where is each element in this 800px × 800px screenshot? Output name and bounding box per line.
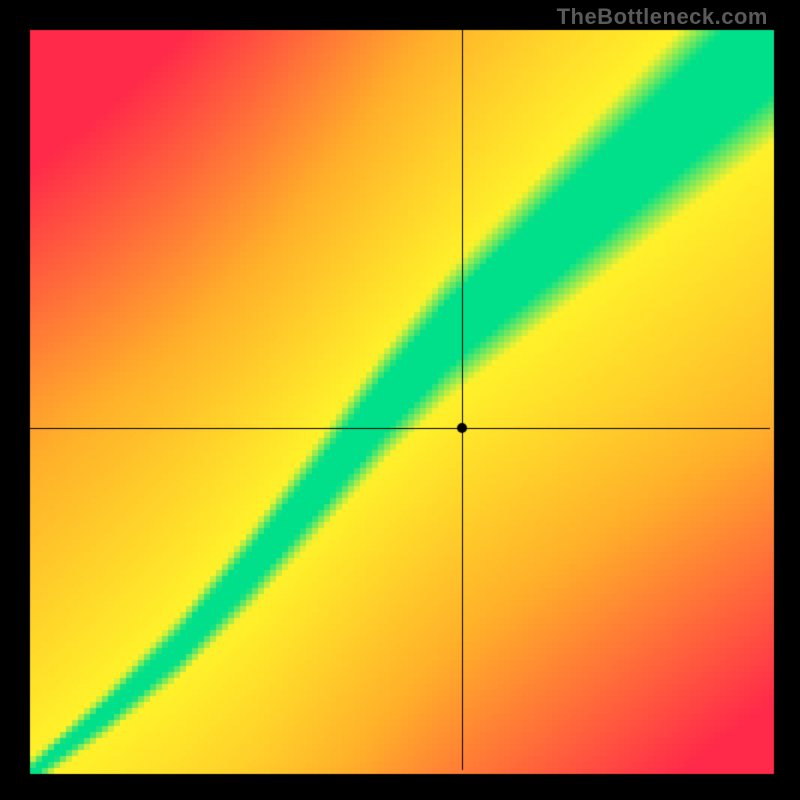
chart-root: TheBottleneck.com xyxy=(0,0,800,800)
heatmap-canvas xyxy=(0,0,800,800)
watermark-text: TheBottleneck.com xyxy=(557,4,768,30)
